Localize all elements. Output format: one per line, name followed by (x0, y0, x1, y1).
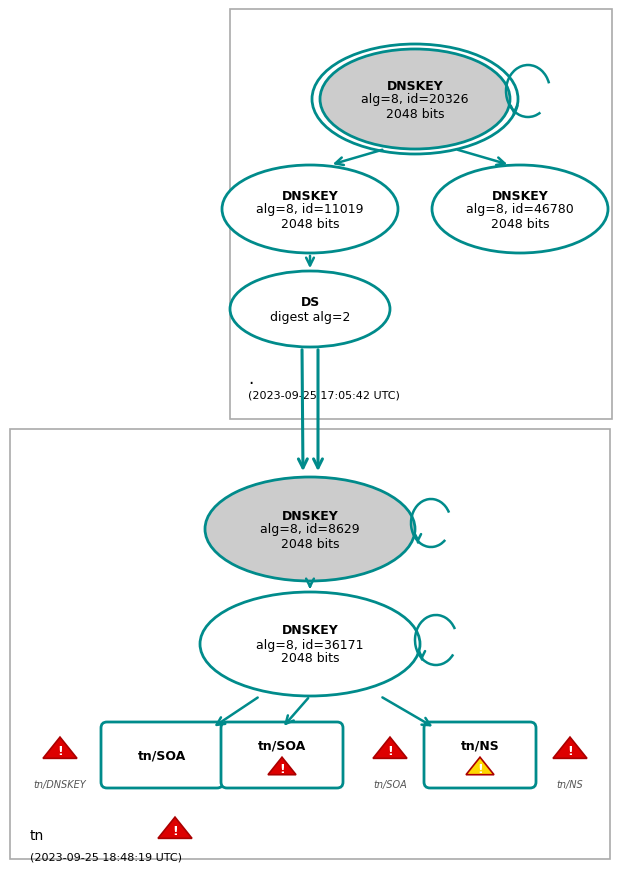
Text: tn: tn (30, 828, 44, 842)
Text: tn/DNSKEY: tn/DNSKEY (33, 779, 86, 789)
Text: !: ! (172, 824, 178, 838)
FancyBboxPatch shape (230, 10, 612, 419)
Ellipse shape (320, 50, 510, 150)
Text: digest alg=2: digest alg=2 (270, 310, 350, 323)
Text: tn/SOA: tn/SOA (258, 738, 306, 752)
Text: !: ! (567, 745, 573, 758)
Ellipse shape (230, 272, 390, 347)
Text: 2048 bits: 2048 bits (491, 217, 549, 231)
Polygon shape (553, 738, 587, 759)
Text: tn/SOA: tn/SOA (373, 779, 407, 789)
Polygon shape (268, 758, 296, 774)
Text: DNSKEY: DNSKEY (492, 189, 548, 203)
Polygon shape (373, 738, 407, 759)
Text: !: ! (477, 762, 483, 775)
Text: DNSKEY: DNSKEY (281, 509, 339, 522)
Ellipse shape (432, 166, 608, 253)
Text: alg=8, id=11019: alg=8, id=11019 (256, 203, 364, 217)
Text: DNSKEY: DNSKEY (387, 80, 443, 92)
FancyBboxPatch shape (10, 430, 610, 859)
Ellipse shape (205, 477, 415, 581)
Text: (2023-09-25 18:48:19 UTC): (2023-09-25 18:48:19 UTC) (30, 852, 182, 862)
Text: 2048 bits: 2048 bits (281, 537, 339, 550)
Polygon shape (158, 817, 192, 838)
Text: DNSKEY: DNSKEY (281, 624, 339, 637)
Text: tn/NS: tn/NS (461, 738, 499, 752)
Text: 2048 bits: 2048 bits (386, 107, 445, 120)
Text: !: ! (279, 762, 285, 775)
Text: alg=8, id=8629: alg=8, id=8629 (260, 523, 360, 536)
Text: DNSKEY: DNSKEY (281, 189, 339, 203)
Ellipse shape (200, 592, 420, 696)
FancyBboxPatch shape (101, 722, 223, 788)
Text: .: . (248, 369, 253, 388)
FancyBboxPatch shape (221, 722, 343, 788)
Text: (2023-09-25 17:05:42 UTC): (2023-09-25 17:05:42 UTC) (248, 389, 400, 400)
Text: 2048 bits: 2048 bits (281, 217, 339, 231)
Text: tn/NS: tn/NS (557, 779, 583, 789)
Ellipse shape (222, 166, 398, 253)
Text: !: ! (387, 745, 393, 758)
Text: alg=8, id=20326: alg=8, id=20326 (361, 93, 469, 106)
Text: DS: DS (300, 296, 320, 310)
Text: 2048 bits: 2048 bits (281, 652, 339, 665)
Text: alg=8, id=46780: alg=8, id=46780 (466, 203, 574, 217)
FancyBboxPatch shape (424, 722, 536, 788)
Text: tn/SOA: tn/SOA (138, 749, 186, 761)
Text: !: ! (57, 745, 63, 758)
Polygon shape (466, 758, 494, 774)
Text: alg=8, id=36171: alg=8, id=36171 (256, 638, 364, 651)
Polygon shape (43, 738, 77, 759)
